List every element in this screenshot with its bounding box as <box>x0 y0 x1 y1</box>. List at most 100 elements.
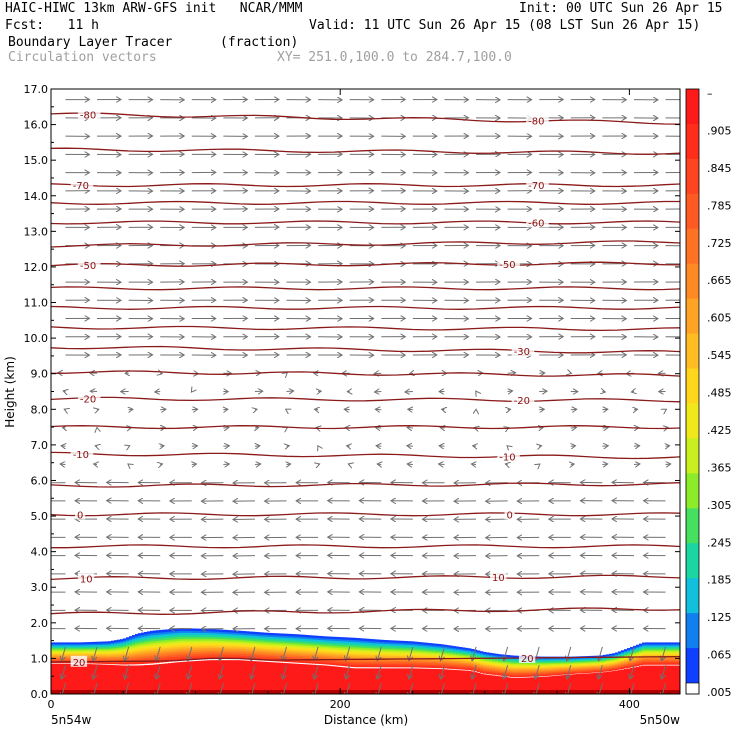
tracer-gradient-cell <box>654 662 658 665</box>
tracer-gradient-cell <box>495 665 499 668</box>
tracer-gradient-cell <box>408 665 412 668</box>
tracer-gradient-cell <box>186 642 190 645</box>
circulation-vector <box>60 464 66 465</box>
tracer-gradient-cell <box>231 644 235 647</box>
tracer-gradient-cell <box>453 651 457 654</box>
tracer-gradient-cell <box>366 659 370 662</box>
tracer-gradient-cell <box>72 642 76 645</box>
tracer-gradient-cell <box>603 654 607 657</box>
tracer-gradient-cell <box>162 643 166 647</box>
tracer-gradient-cell <box>666 658 670 661</box>
tracer-gradient-cell <box>75 652 79 655</box>
tracer-gradient-cell <box>249 648 253 652</box>
tracer-gradient-cell <box>522 667 526 670</box>
tracer-gradient-cell <box>675 658 679 661</box>
tracer-gradient-cell <box>72 648 76 651</box>
tracer-gradient-cell <box>360 648 364 652</box>
tracer-gradient-cell <box>459 651 463 654</box>
circulation-vector <box>602 427 608 428</box>
tracer-gradient-cell <box>156 650 160 653</box>
tracer-gradient-cell <box>531 666 535 668</box>
tracer-gradient-cell <box>210 649 214 652</box>
tracer-gradient-cell <box>204 645 208 649</box>
tracer-gradient-cell <box>618 653 622 656</box>
tracer-gradient-cell <box>144 655 148 658</box>
tracer-gradient-cell <box>474 649 478 652</box>
tracer-gradient-cell <box>369 656 373 659</box>
tracer-gradient-cell <box>297 648 301 651</box>
tracer-gradient-cell <box>408 653 412 657</box>
tracer-gradient-cell <box>489 672 493 675</box>
tracer-gradient-cell <box>303 660 307 664</box>
tracer-gradient-cell <box>492 668 496 671</box>
tracer-gradient-cell <box>480 660 484 663</box>
tracer-gradient-cell <box>552 671 556 674</box>
tracer-gradient-cell <box>318 644 322 647</box>
tracer-gradient-cell <box>90 651 94 654</box>
tracer-gradient-cell <box>456 652 460 655</box>
tracer-gradient-cell <box>405 641 409 644</box>
tracer-gradient-cell <box>492 654 496 657</box>
tracer-gradient-cell <box>381 641 385 644</box>
tracer-gradient-cell <box>72 646 76 649</box>
tracer-core-cell <box>465 670 469 694</box>
tracer-gradient-cell <box>72 652 76 655</box>
circulation-vector <box>251 683 256 694</box>
tracer-gradient-cell <box>435 649 439 652</box>
tracer-gradient-cell <box>321 648 325 651</box>
tracer-gradient-cell <box>219 631 223 634</box>
tracer-gradient-cell <box>666 647 670 650</box>
tracer-gradient-cell <box>351 660 355 664</box>
tracer-gradient-cell <box>348 660 352 664</box>
tracer-gradient-cell <box>555 667 559 670</box>
tracer-core-cell <box>609 671 613 694</box>
tracer-gradient-cell <box>435 665 439 669</box>
tracer-gradient-cell <box>96 645 100 648</box>
tracer-gradient-cell <box>627 661 631 664</box>
tracer-gradient-cell <box>159 651 163 655</box>
tracer-gradient-cell <box>141 644 145 647</box>
tracer-gradient-cell <box>165 657 169 661</box>
tracer-gradient-cell <box>636 655 640 658</box>
tracer-gradient-cell <box>615 668 619 671</box>
tracer-gradient-cell <box>477 653 481 656</box>
tracer-gradient-cell <box>426 642 430 645</box>
tracer-gradient-cell <box>381 648 385 651</box>
tracer-gradient-cell <box>561 666 565 669</box>
tracer-gradient-cell <box>465 650 469 653</box>
tracer-gradient-cell <box>399 650 403 653</box>
circulation-vector <box>188 664 193 679</box>
tracer-gradient-cell <box>420 648 424 651</box>
tracer-gradient-cell <box>534 671 538 673</box>
tracer-gradient-cell <box>138 646 142 649</box>
tracer-gradient-cell <box>312 649 316 652</box>
tracer-gradient-cell <box>663 643 667 646</box>
tracer-gradient-cell <box>585 661 589 663</box>
tracer-gradient-cell <box>123 638 127 641</box>
tracer-gradient-cell <box>516 660 520 663</box>
tracer-gradient-cell <box>279 638 283 641</box>
tracer-gradient-cell <box>246 639 250 643</box>
tracer-gradient-cell <box>420 642 424 645</box>
tracer-gradient-cell <box>660 651 664 654</box>
tracer-gradient-cell <box>579 671 583 674</box>
tracer-gradient-cell <box>348 650 352 653</box>
tracer-gradient-cell <box>222 649 226 652</box>
tracer-gradient-cell <box>639 652 643 655</box>
tracer-gradient-cell <box>348 644 352 648</box>
tracer-gradient-cell <box>390 645 394 648</box>
tracer-gradient-cell <box>495 664 499 667</box>
tracer-gradient-cell <box>162 649 166 653</box>
tracer-gradient-cell <box>372 639 376 642</box>
tracer-gradient-cell <box>63 653 67 656</box>
tracer-core-cell <box>393 668 397 694</box>
tracer-gradient-cell <box>330 657 334 660</box>
tracer-gradient-cell <box>336 642 340 645</box>
tracer-gradient-cell <box>498 669 502 672</box>
tracer-gradient-cell <box>225 633 229 636</box>
tracer-gradient-cell <box>294 648 298 651</box>
tracer-gradient-cell <box>300 648 304 651</box>
tracer-gradient-cell <box>516 673 520 676</box>
tracer-gradient-cell <box>243 650 247 653</box>
tracer-gradient-cell <box>204 630 208 634</box>
